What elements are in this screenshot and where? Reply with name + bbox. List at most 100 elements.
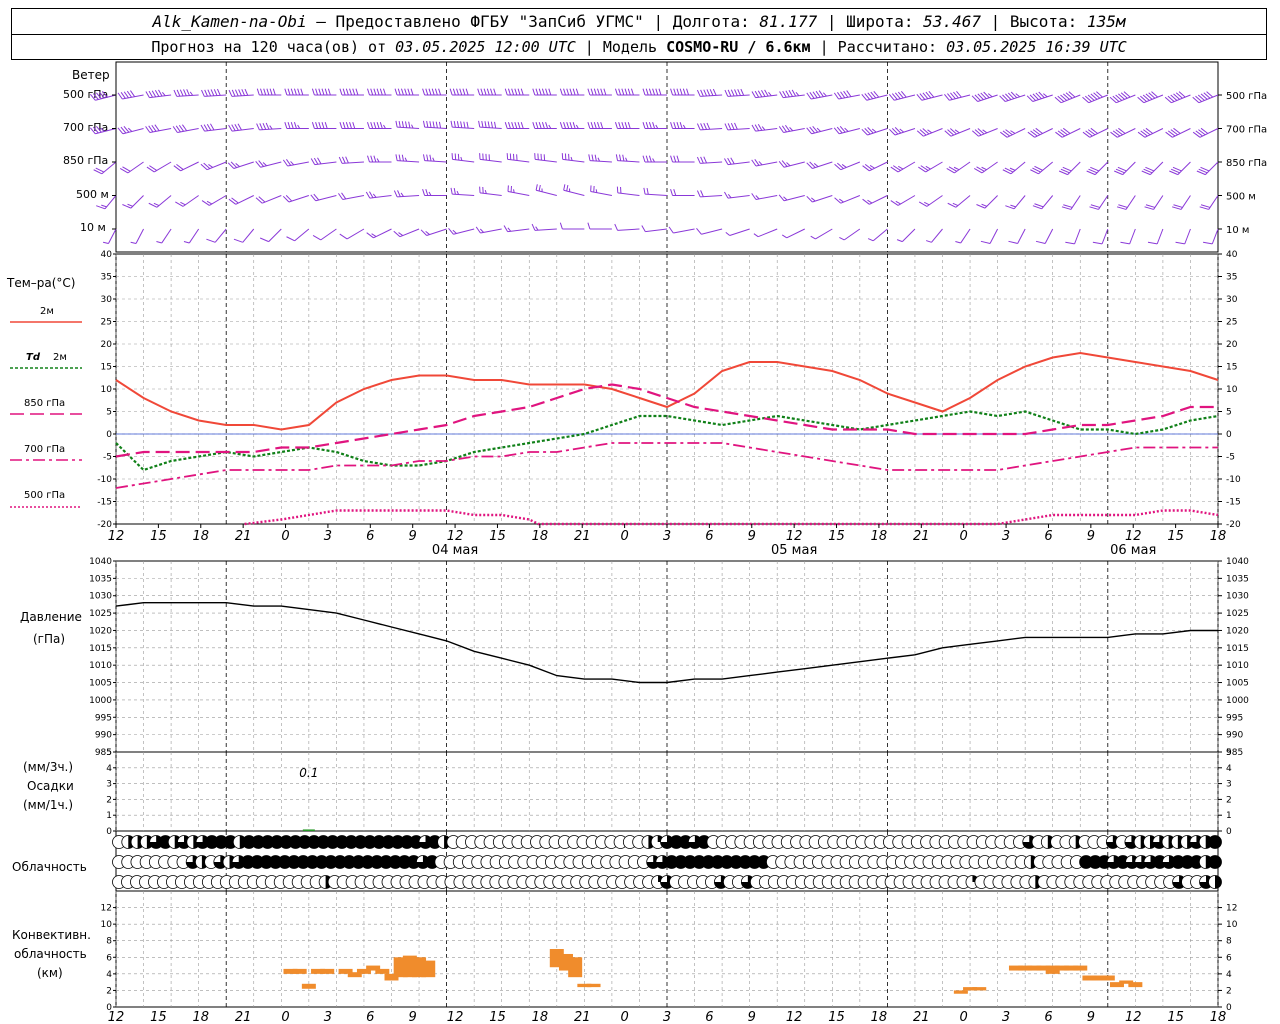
wind-barb-feather [517, 88, 521, 96]
wind-barb-shaft [727, 94, 750, 97]
wind-barb-feather [259, 237, 269, 243]
hour-label-top: 21 [235, 529, 252, 544]
wind-barb-feather [1032, 205, 1042, 210]
wind-barb-feather [532, 88, 536, 96]
wind-barb-feather [1143, 168, 1153, 174]
wind-barb-feather [235, 163, 240, 168]
wind-barb-shaft [452, 193, 475, 196]
wind-barb-feather [926, 240, 932, 243]
wind-barb-shaft [1143, 94, 1164, 104]
wind-barb-feather [318, 122, 322, 129]
left-tick-label: -20 [97, 520, 112, 530]
conv-bar [963, 987, 978, 991]
wind-barb-feather [371, 233, 377, 237]
wind-barb [228, 123, 254, 132]
wind-barb-shaft [204, 94, 227, 97]
wind-barb-shaft [480, 228, 502, 234]
wind-barb [367, 155, 392, 163]
wind-barb-feather [287, 88, 291, 96]
wind-barb [1030, 161, 1054, 175]
wind-barb-feather [1089, 206, 1099, 210]
wind-barb-shaft [840, 161, 861, 171]
wind-barb-feather [751, 159, 757, 167]
wind-barb [696, 190, 723, 198]
wind-barb-shaft [645, 193, 668, 196]
wind-barb-feather [587, 222, 591, 230]
wind-barb-feather [297, 88, 301, 96]
wind-barb-feather [648, 122, 652, 129]
precip-unit-3h: (мм/3ч.) [23, 760, 74, 774]
wind-barb-feather [757, 90, 763, 98]
wind-level-right-label: 500 м [1226, 192, 1256, 203]
right-tick-label: 1005 [1226, 679, 1249, 689]
wind-barb-feather [203, 162, 211, 169]
hour-label-bottom: 3 [324, 1010, 332, 1024]
temp-series-line [115, 442, 1218, 489]
wind-barb-feather [898, 165, 904, 170]
wind-level-right-label: 850 гПа [1226, 158, 1267, 169]
axis-labels: -20-20-15-15-10-10-5-5005510101515202025… [89, 91, 1267, 1024]
wind-barb-feather [367, 122, 370, 129]
wind-barb-feather [393, 230, 401, 238]
wind-barb-feather [548, 124, 552, 129]
wind-barb-feather [342, 88, 346, 96]
wind-barb-feather [983, 91, 990, 99]
wind-barb-shaft [978, 128, 998, 137]
wind-barb [1089, 195, 1109, 210]
wind-barb-feather [781, 125, 788, 133]
wind-barb-feather [1008, 240, 1018, 244]
cloud-fill-sector [1215, 875, 1222, 889]
wind-barb-feather [494, 121, 497, 129]
wind-barb-feather [655, 124, 659, 129]
wind-barb [532, 122, 557, 129]
wind-barb-feather [425, 189, 429, 196]
wind-barb-feather [148, 90, 154, 98]
wind-barb-feather [894, 92, 901, 100]
wind-barb-shaft [452, 126, 475, 129]
wind-barb-feather [379, 88, 383, 96]
wind-barb-feather [795, 91, 800, 97]
wind-barb-feather [493, 88, 497, 96]
wind-barb-feather [462, 88, 466, 96]
wind-barb [173, 89, 199, 97]
wind-barb-feather [1175, 92, 1183, 99]
wind-barb-feather [712, 88, 717, 96]
wind-barb-feather [867, 92, 874, 100]
wind-barb-shaft [259, 128, 282, 131]
wind-barb-feather [507, 227, 512, 232]
wind-barb-feather [282, 159, 289, 167]
left-tick-label: 6 [106, 953, 112, 963]
wind-barb-shaft [727, 128, 750, 131]
wind-barb [588, 154, 612, 163]
wind-barb-feather [120, 92, 126, 99]
conv-bar [320, 968, 335, 974]
wind-barb-feather [587, 122, 591, 129]
legend-t500: 500 гПа [24, 490, 66, 501]
wind-barb-feather [484, 121, 487, 128]
conv-bar [1054, 965, 1069, 971]
wind-barb [1092, 228, 1109, 245]
wind-barb-feather [1035, 240, 1046, 244]
wind-barb-shaft [1125, 195, 1136, 210]
wind-barb-shaft [1062, 128, 1081, 138]
wind-barb-feather [401, 154, 405, 162]
wind-barb-feather [122, 166, 131, 172]
wind-barb-feather [809, 126, 816, 134]
wind-barb-feather [624, 122, 628, 129]
wind-barb-feather [338, 193, 344, 200]
wind-barb [145, 124, 172, 133]
wind-barb-shaft [534, 228, 557, 231]
left-tick-label: 5 [106, 748, 112, 758]
right-tick-label: 995 [1226, 713, 1243, 723]
wind-barb-feather [535, 88, 539, 96]
wind-barb-feather [703, 122, 708, 130]
wind-barb-feather [210, 89, 215, 96]
wind-barb-feather [928, 90, 935, 98]
wind-barb [506, 153, 530, 163]
wind-barb-feather [367, 88, 370, 96]
wind-barb-feather [724, 89, 729, 97]
wind-barb-feather [974, 168, 983, 174]
wind-barb-feather [173, 89, 178, 97]
wind-barb-feather [1167, 95, 1175, 102]
wind-barb-feather [1005, 93, 1012, 100]
